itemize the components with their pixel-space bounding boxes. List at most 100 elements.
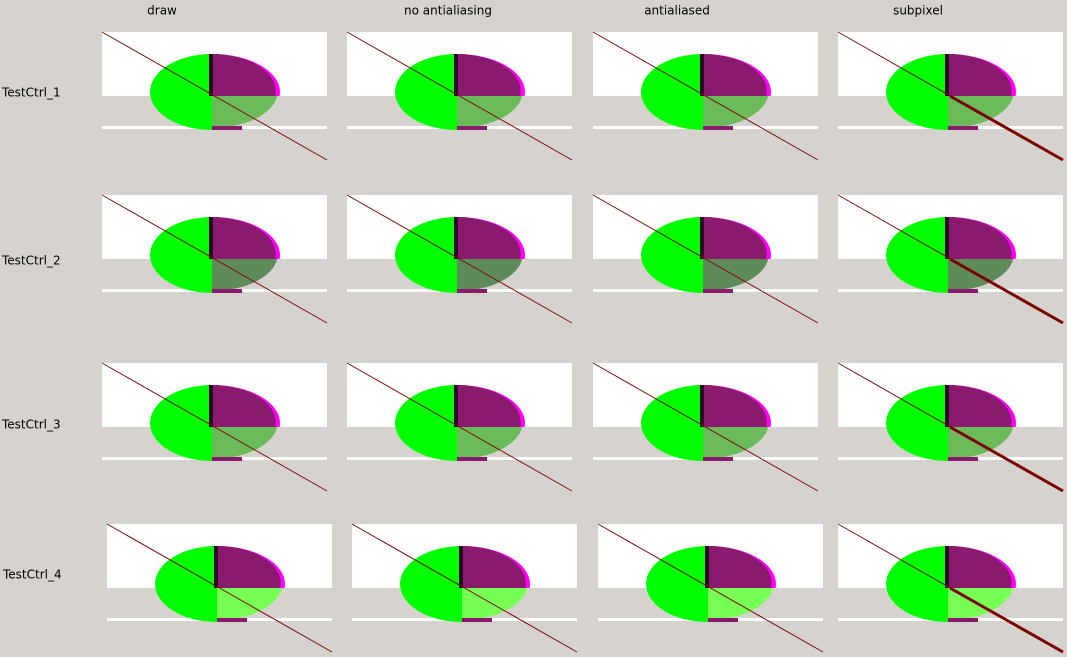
render-cell	[592, 31, 819, 161]
ellipse-foot	[457, 457, 487, 461]
column-header: antialiased	[644, 4, 710, 18]
ellipse-shadow	[945, 54, 949, 96]
ellipse-right-top	[948, 217, 1012, 259]
ellipse-shadow	[705, 546, 709, 588]
diagonal	[101, 194, 328, 324]
ellipse-shadow	[214, 546, 218, 588]
render-cell	[101, 194, 328, 324]
ellipse-shadow	[700, 385, 704, 427]
ellipse-foot	[212, 126, 242, 130]
ellipse-left	[155, 546, 217, 622]
diagonal	[592, 362, 819, 492]
render-cell	[837, 194, 1064, 325]
diagonal-thick	[949, 257, 1064, 325]
ellipse-right-top	[948, 54, 1012, 96]
ellipse-right-top	[703, 217, 767, 259]
ellipse-shadow	[945, 385, 949, 427]
ellipse-right-top	[703, 385, 767, 427]
row-label: TestCtrl_1	[1, 86, 61, 100]
render-cell	[837, 362, 1064, 493]
ellipse-shadow	[209, 54, 213, 96]
ellipse-foot	[948, 289, 978, 293]
ellipse-left	[150, 54, 212, 130]
diagonal	[346, 194, 573, 324]
row-label: TestCtrl_2	[1, 254, 61, 268]
ellipse-left	[150, 385, 212, 461]
column-header: draw	[147, 4, 177, 18]
diagonal-thick	[949, 94, 1064, 162]
ellipse-foot	[948, 126, 978, 130]
render-cell	[351, 523, 578, 653]
ellipse-right-top	[948, 546, 1012, 588]
diagonal-thick	[949, 425, 1064, 493]
ellipse-right-top	[457, 54, 521, 96]
render-cell	[346, 362, 573, 492]
ellipse-right-top	[948, 385, 1012, 427]
ellipse-left	[641, 385, 703, 461]
render-cell	[592, 362, 819, 492]
ellipse-left	[395, 385, 457, 461]
ellipse-shadow	[454, 385, 458, 427]
ellipse-shadow	[209, 385, 213, 427]
ellipse-foot	[457, 289, 487, 293]
ellipse-shadow	[209, 217, 213, 259]
diagonal	[106, 523, 333, 653]
ellipse-foot	[462, 618, 492, 622]
ellipse-foot	[212, 457, 242, 461]
diagonal	[346, 362, 573, 492]
ellipse-shadow	[700, 217, 704, 259]
render-cell	[346, 31, 573, 161]
diagonal	[101, 31, 328, 161]
render-cell	[346, 194, 573, 324]
ellipse-foot	[708, 618, 738, 622]
ellipse-left	[641, 54, 703, 130]
row-label: TestCtrl_4	[2, 568, 62, 582]
row-label: TestCtrl_3	[1, 418, 61, 432]
ellipse-left	[400, 546, 462, 622]
ellipse-left	[395, 54, 457, 130]
render-cell	[101, 31, 328, 161]
ellipse-shadow	[700, 54, 704, 96]
ellipse-left	[641, 217, 703, 293]
diagonal	[101, 362, 328, 492]
render-cell	[592, 194, 819, 324]
ellipse-right-top	[703, 54, 767, 96]
ellipse-left	[886, 54, 948, 130]
ellipse-foot	[457, 126, 487, 130]
ellipse-left	[150, 217, 212, 293]
ellipse-foot	[948, 618, 978, 622]
diagonal	[592, 194, 819, 324]
ellipse-foot	[212, 289, 242, 293]
ellipse-shadow	[454, 54, 458, 96]
ellipse-right-top	[708, 546, 772, 588]
ellipse-foot	[703, 126, 733, 130]
ellipse-right-top	[457, 385, 521, 427]
render-cell	[106, 523, 333, 653]
ellipse-right-top	[212, 385, 276, 427]
ellipse-right-top	[212, 54, 276, 96]
ellipse-left	[395, 217, 457, 293]
ellipse-foot	[948, 457, 978, 461]
ellipse-foot	[217, 618, 247, 622]
diagonal	[592, 31, 819, 161]
diagonal	[351, 523, 578, 653]
diagonal	[346, 31, 573, 161]
ellipse-foot	[703, 289, 733, 293]
diagonal	[597, 523, 824, 653]
render-cell	[101, 362, 328, 492]
ellipse-left	[886, 217, 948, 293]
render-cell	[597, 523, 824, 653]
column-header: no antialiasing	[404, 4, 492, 18]
ellipse-shadow	[945, 546, 949, 588]
ellipse-left	[886, 385, 948, 461]
diagonal-thick	[949, 586, 1064, 654]
ellipse-right-top	[457, 217, 521, 259]
ellipse-shadow	[454, 217, 458, 259]
ellipse-foot	[703, 457, 733, 461]
ellipse-left	[886, 546, 948, 622]
ellipse-shadow	[945, 217, 949, 259]
render-cell	[837, 523, 1064, 654]
ellipse-left	[646, 546, 708, 622]
